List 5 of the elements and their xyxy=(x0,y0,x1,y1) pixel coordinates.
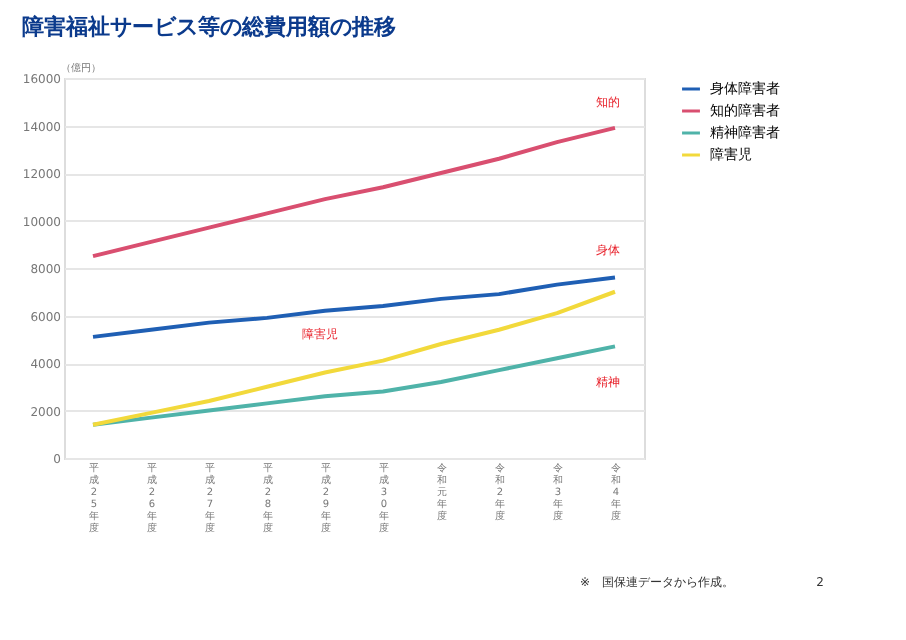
chart-title: 障害福祉サービス等の総費用額の推移 xyxy=(21,14,396,40)
line-series xyxy=(91,344,617,427)
line-series xyxy=(91,289,617,427)
line-series xyxy=(91,125,617,259)
line-series xyxy=(91,275,617,339)
